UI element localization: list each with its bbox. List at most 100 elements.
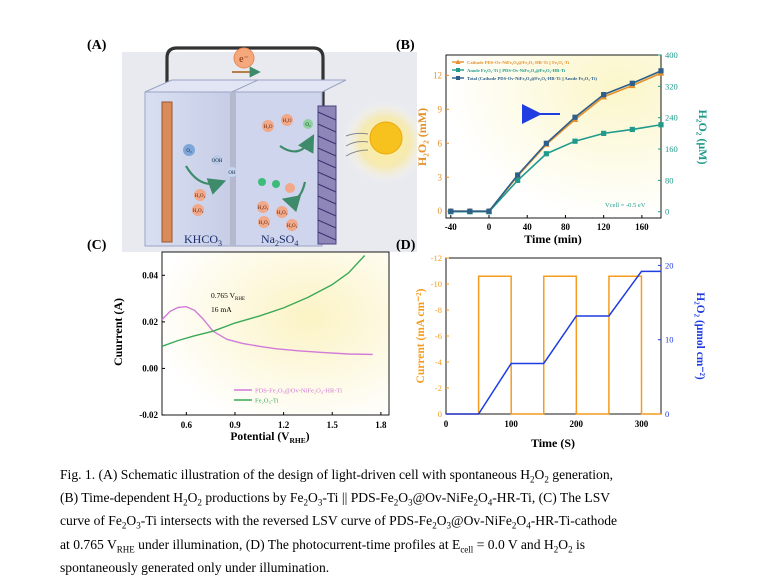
panel-d-xlabel: Time (S) [531,436,575,450]
legend-label: Fe₂O₃-Ti [255,398,279,405]
svg-text:H₂O₂: H₂O₂ [277,211,288,216]
svg-text:H₂O₂: H₂O₂ [193,209,204,214]
caption-line-3: curve of Fe2O3-Ti intersects with the re… [60,513,618,532]
panel-b-label: (B) [396,38,415,53]
sun-icon [369,121,403,155]
y-left-tick-label: 0 [438,206,443,216]
data-point [601,130,607,136]
panel-b-series [447,68,665,215]
legend-label: PDS-Fe₂O₃@Ov-NiFe₂O₄-HR-Ti [255,388,342,395]
y-tick-label: 0.02 [142,317,158,327]
x-tick-label: 1.5 [327,420,339,430]
panel-a-label: (A) [87,38,107,53]
cathode-electrode [161,101,173,243]
svg-text:H₂O: H₂O [264,125,273,130]
svg-text:H₂O₂: H₂O₂ [259,221,270,226]
panel-c-ylabel: Cuurrent (A) [111,298,125,366]
data-point [515,177,521,183]
y-right-tick-label: 160 [665,144,678,154]
x-tick-label: 1.2 [278,420,290,430]
panel-c-plot-area [161,251,390,416]
panel-b-ylabel-right: H₂O₂ (μM) [696,110,710,165]
x-tick-label: 300 [635,419,649,429]
svg-text:O₂: O₂ [305,123,311,128]
panel-a-schematic: (A) e⁻ KHCO3 Na2SO4 O₂ OOH OH H₂O₂ [87,38,427,252]
data-point [629,80,635,86]
reaction-arrow-anode-top [279,134,315,154]
x-tick-label: 1.8 [375,420,387,430]
y-right-tick-label: 240 [665,113,678,123]
y-left-tick-label: 9 [438,104,443,114]
right-electrolyte-label: Na2SO4 [261,232,298,248]
panel-c-ticks: 0.6 0.9 1.2 1.5 1.8 -0.02 0.00 0.02 0.04 [139,270,387,430]
y-right-tick-label: 20 [665,260,674,270]
figure-caption: Fig. 1. (A) Schematic illustration of th… [60,466,750,576]
svg-text:H₂O: H₂O [283,119,292,124]
y-right-tick-label: 10 [665,335,674,345]
svg-text:H₂O₂: H₂O₂ [258,206,269,211]
panel-b-annotation: Vcell = -0.5 eV [605,202,646,209]
y-left-tick-label: -6 [435,331,442,341]
x-tick-label: -40 [445,222,457,232]
y-right-tick-label: 400 [665,50,678,60]
panel-c-xlabel: Potential (VRHE) [230,431,309,445]
x-tick-label: 160 [635,222,649,232]
series-line-0 [446,275,661,415]
svg-text:H₂O₂: H₂O₂ [195,194,206,199]
y-left-tick-label: -2 [435,383,442,393]
y-right-tick-label: 80 [665,175,674,185]
series-line-0 [161,306,373,356]
panel-c-annotation-voltage: 0.765 VRHE [211,291,245,302]
photoanode-mesh [317,105,337,245]
x-tick-label: 0.6 [181,420,193,430]
y-left-tick-label: -12 [431,253,442,263]
y-left-tick-label: 12 [433,70,442,80]
panel-c-legend: PDS-Fe₂O₃@Ov-NiFe₂O₄-HR-Ti Fe₂O₃-Ti [234,388,342,405]
electron-label: e⁻ [239,54,249,65]
panel-c-chart: (C) 0.6 0.9 1.2 1.5 1.8 -0.02 0.00 0.02 0.04 PDS… [87,238,390,445]
y-tick-label: 0.04 [142,270,158,280]
panel-d-label: (D) [396,238,416,253]
right-compartment-top [231,79,347,93]
left-electrolyte-label: KHCO3 [184,232,222,248]
y-tick-label: 0.00 [142,363,158,373]
data-point [448,208,454,214]
panel-b-ylabel-left: H₂O₂ (mM) [415,108,429,166]
legend-label: Total (Cathode PDS-Ov-NiFe₂O₄@Fe₂O₃-HR-T… [467,76,597,81]
legend-label: Cathode PDS-Ov-NiFe₂O₄@Fe₂O₃-HR-Ti || Fe… [467,60,570,65]
y-left-tick-label: -10 [431,279,442,289]
svg-text:OOH: OOH [212,159,223,164]
x-tick-label: 120 [597,222,611,232]
series-line-1 [161,255,366,347]
reaction-arrow-anode-bottom [281,181,307,213]
y-tick-label: -0.02 [139,410,158,420]
panel-c-label: (C) [87,238,107,253]
data-point [486,208,492,214]
right-compartment [231,91,323,247]
legend-marker [456,68,460,72]
y-right-tick-label: 0 [665,409,669,419]
data-point [515,172,521,178]
data-point [543,151,549,157]
x-tick-label: 0.9 [229,420,241,430]
data-point [572,114,578,120]
legend-marker [455,59,461,64]
panel-b-xlabel: Time (min) [524,232,581,246]
y-left-tick-label: 3 [438,172,443,182]
data-point [658,122,664,128]
light-rays [345,132,369,157]
data-point [543,140,549,146]
panel-c-annotation-current: 16 mA [211,305,232,314]
series-line-1 [446,270,661,415]
y-right-tick-label: 320 [665,81,678,91]
y-left-tick-label: -4 [435,357,443,367]
panel-d-ylabel-right: H₂O₂ (μmol cm⁻²) [694,292,706,380]
y-right-tick-label: 0 [665,207,669,217]
panel-d-plot-area [445,257,662,415]
x-tick-label: 0 [444,419,449,429]
legend-label: Anode Fe₂O₃-Ti || PDS-Ov-NiFe₂O₄@Fe₂O₃-H… [467,68,566,73]
data-point [601,92,607,98]
